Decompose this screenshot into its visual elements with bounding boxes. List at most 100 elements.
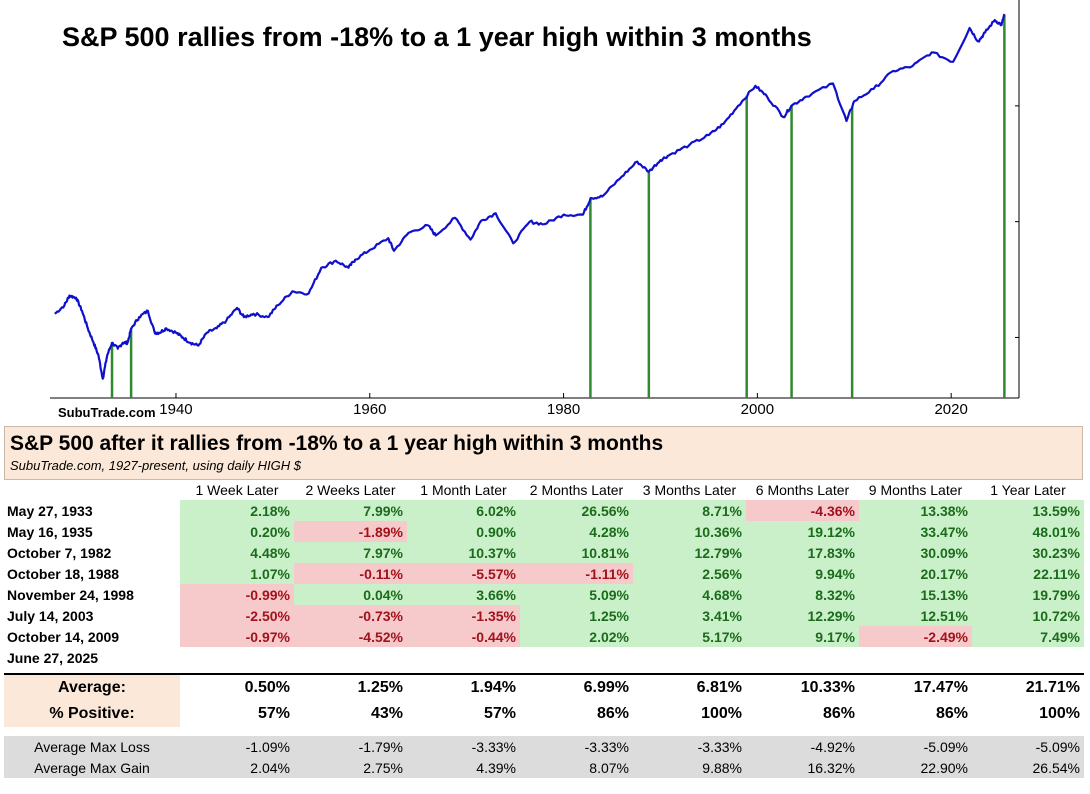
row-date: May 16, 1935 [7, 523, 93, 540]
return-cell [407, 647, 520, 668]
summary-value: 6.99% [520, 673, 633, 701]
x-tick-label: 1980 [546, 401, 581, 418]
return-cell [180, 647, 294, 668]
summary-row: Average Max Gain 2.04% 2.75% 4.39% 8.07% 9.88… [4, 757, 1084, 778]
return-cell: 3.41% [633, 605, 746, 626]
column-header: 2 Weeks Later [305, 482, 396, 498]
summary-value: 57% [257, 705, 290, 722]
return-cell: 4.28% [520, 521, 633, 542]
table-row: May 16, 1935 0.20% -1.89% 0.90% 4.28% 10.36% 1… [4, 521, 1084, 542]
summary-row: Average Max Loss -1.09% -1.79% -3.33% -3.33%… [4, 736, 1084, 757]
column-header: 3 Months Later [642, 482, 737, 498]
summary-value: 6.81% [633, 673, 746, 701]
summary-value: 22.90% [859, 757, 972, 778]
summary-label: Average Max Gain [4, 757, 180, 778]
summary-value: 10.33% [746, 673, 859, 701]
column-header: 6 Months Later [755, 482, 850, 498]
return-cell [746, 647, 859, 668]
summary-table: Average: 0.50% 1.25% 1.94% 6.99% 6.81% 10.33% 1… [4, 673, 1084, 727]
returns-table: 1 Week Later 2 Weeks Later 1 Month Later 2 … [4, 480, 1084, 668]
return-cell: 30.09% [859, 542, 972, 563]
summary-row: % Positive: 57% 43% 57% 86% 100% 86% 86% 100% [4, 701, 1084, 727]
summary-value: 9.88% [633, 757, 746, 778]
return-cell: 2.02% [520, 626, 633, 647]
x-tick-label: 2000 [740, 401, 775, 418]
chart-title: S&P 500 rallies from -18% to a 1 year hi… [62, 22, 812, 52]
return-cell: 13.59% [972, 500, 1084, 521]
summary-value: -5.09% [859, 736, 972, 757]
summary-value: 21.71% [972, 673, 1084, 701]
return-cell: 19.79% [972, 584, 1084, 605]
return-cell: -0.97% [180, 626, 294, 647]
summary-value: 16.32% [746, 757, 859, 778]
table-subtitle: SubuTrade.com, 1927-present, using daily… [10, 458, 301, 473]
row-date: November 24, 1998 [7, 586, 134, 603]
return-cell: -0.73% [294, 605, 407, 626]
return-cell: 10.81% [520, 542, 633, 563]
return-cell: -1.35% [407, 605, 520, 626]
return-cell: 1.25% [520, 605, 633, 626]
summary-label: Average Max Loss [4, 736, 180, 757]
summary-value: 57% [483, 705, 516, 722]
chart-area: S&P 500 rallies from -18% to a 1 year hi… [50, 0, 1020, 420]
return-cell: 2.56% [633, 563, 746, 584]
return-cell: 12.79% [633, 542, 746, 563]
column-header: 9 Months Later [868, 482, 963, 498]
table-header: S&P 500 after it rallies from -18% to a … [4, 426, 1083, 480]
summary-value: 17.47% [859, 673, 972, 701]
x-tick-label: 1940 [159, 401, 193, 418]
summary-value: 100% [701, 705, 742, 722]
row-date: May 27, 1933 [7, 502, 93, 519]
row-date: July 14, 2003 [7, 607, 94, 624]
return-cell [859, 647, 972, 668]
table-row: October 7, 1982 4.48% 7.97% 10.37% 10.81% 12.… [4, 542, 1084, 563]
row-date: October 14, 2009 [7, 628, 120, 645]
return-cell: 5.09% [520, 584, 633, 605]
return-cell: 9.17% [746, 626, 859, 647]
summary-value: 1.25% [294, 673, 407, 701]
return-cell: 5.17% [633, 626, 746, 647]
summary-value: 86% [822, 705, 855, 722]
row-date: October 18, 1988 [7, 565, 120, 582]
return-cell: 12.51% [859, 605, 972, 626]
table-row: November 24, 1998 -0.99% 0.04% 3.66% 5.09% 4.… [4, 584, 1084, 605]
table-row: June 27, 2025 [4, 647, 1084, 668]
return-cell: 7.49% [972, 626, 1084, 647]
return-cell: -2.49% [859, 626, 972, 647]
return-cell: 0.04% [294, 584, 407, 605]
table-row: October 18, 1988 1.07% -0.11% -5.57% -1.11% 2… [4, 563, 1084, 584]
summary-value: -5.09% [972, 736, 1084, 757]
return-cell: 4.48% [180, 542, 294, 563]
return-cell: -4.36% [746, 500, 859, 521]
return-cell: 26.56% [520, 500, 633, 521]
return-cell: 33.47% [859, 521, 972, 542]
return-cell: 8.32% [746, 584, 859, 605]
column-header: 1 Week Later [195, 482, 279, 498]
return-cell: 12.29% [746, 605, 859, 626]
summary-value: 100% [1039, 705, 1080, 722]
return-cell: 1.07% [180, 563, 294, 584]
return-cell: 7.97% [294, 542, 407, 563]
watermark: SubuTrade.com [58, 405, 156, 420]
return-cell: -2.50% [180, 605, 294, 626]
summary-value: -3.33% [633, 736, 746, 757]
return-cell [294, 647, 407, 668]
row-date: October 7, 1982 [7, 544, 112, 561]
summary-value: -3.33% [407, 736, 520, 757]
sp500-line [54, 13, 1006, 380]
summary-row: Average: 0.50% 1.25% 1.94% 6.99% 6.81% 10.33% 1… [4, 673, 1084, 701]
return-cell: 20.17% [859, 563, 972, 584]
column-headers: 1 Week Later 2 Weeks Later 1 Month Later 2 … [4, 480, 1084, 500]
return-cell: -0.44% [407, 626, 520, 647]
summary-label: % Positive: [4, 701, 180, 727]
summary-value: -4.92% [746, 736, 859, 757]
return-cell: 9.94% [746, 563, 859, 584]
summary-value: 2.04% [180, 757, 294, 778]
summary-value: 1.94% [407, 673, 520, 701]
summary-label: Average: [4, 673, 180, 701]
table-row: July 14, 2003 -2.50% -0.73% -1.35% 1.25% 3.41… [4, 605, 1084, 626]
return-cell [520, 647, 633, 668]
return-cell: 4.68% [633, 584, 746, 605]
column-header: 1 Month Later [420, 482, 507, 498]
return-cell: 15.13% [859, 584, 972, 605]
